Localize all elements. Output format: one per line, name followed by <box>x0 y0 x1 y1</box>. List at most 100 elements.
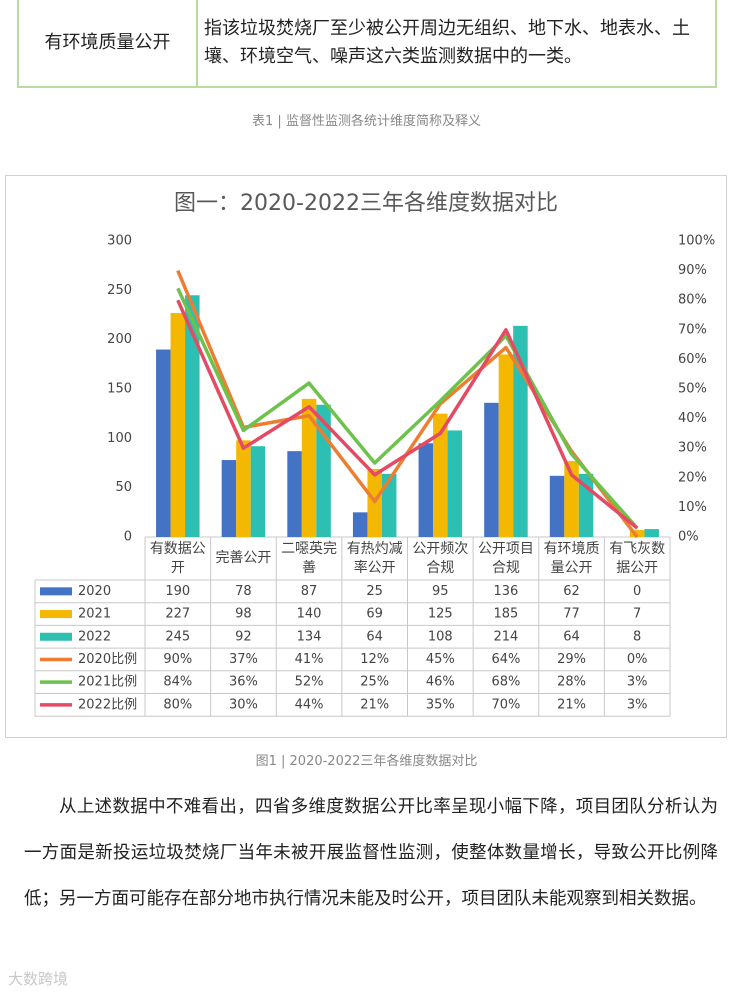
table-cell: 68% <box>491 675 520 690</box>
table-value: 指该垃圾焚烧厂至少被公开周边无组织、地下水、地表水、土壤、环境空气、噪声这六类监… <box>196 0 717 88</box>
bar <box>170 313 186 537</box>
table-cell: 84% <box>163 675 192 690</box>
table-cell: 78 <box>235 584 252 599</box>
definition-table: 有环境质量公开 指该垃圾焚烧厂至少被公开周边无组织、地下水、地表水、土壤、环境空… <box>17 0 717 88</box>
table-cell: 64 <box>366 629 383 644</box>
table-cell: 140 <box>297 607 322 622</box>
table-cell: 25 <box>366 584 383 599</box>
table-cell: 108 <box>428 629 453 644</box>
bar <box>381 473 397 537</box>
legend-label: 2020比例 <box>78 652 137 667</box>
legend-label: 2020 <box>78 584 111 599</box>
table-cell: 245 <box>165 629 190 644</box>
x-tick-label: 有数据公开 <box>150 541 206 576</box>
table-cell: 8 <box>633 629 641 644</box>
x-tick-label: 有环境质量公开 <box>544 541 600 576</box>
bar <box>185 295 200 537</box>
table-cell: 3% <box>627 675 648 690</box>
bar <box>644 529 659 537</box>
bar <box>156 349 171 537</box>
bar <box>250 446 266 537</box>
table-cell: 21% <box>360 697 389 712</box>
y2-tick-label: 60% <box>678 352 707 367</box>
table-cell: 227 <box>165 607 190 622</box>
y-tick-label: 250 <box>107 283 132 298</box>
table-cell: 0% <box>627 652 648 667</box>
table-cell: 62 <box>563 584 580 599</box>
legend-label: 2022比例 <box>78 697 137 712</box>
table-cell: 80% <box>163 697 192 712</box>
y-tick-label: 150 <box>107 382 132 397</box>
table-cell: 136 <box>494 584 519 599</box>
figure-caption: 图1 | 2020-2022三年各维度数据对比 <box>255 754 478 769</box>
y-tick-label: 50 <box>115 480 132 495</box>
table-cell: 3% <box>627 697 648 712</box>
y2-tick-label: 0% <box>678 530 699 545</box>
table-cell: 12% <box>360 652 389 667</box>
y2-tick-label: 50% <box>678 382 707 397</box>
bar <box>352 512 368 537</box>
bar <box>433 413 448 537</box>
table-key: 有环境质量公开 <box>17 0 198 88</box>
watermark: 大数跨境 <box>8 970 69 988</box>
table-cell: 92 <box>235 629 252 644</box>
table-cell: 77 <box>563 607 580 622</box>
bar <box>301 398 317 537</box>
legend-swatch <box>40 587 72 596</box>
table-cell: 64 <box>563 629 580 644</box>
table-cell: 44% <box>295 697 324 712</box>
x-tick-label: 二噁英完善 <box>281 540 337 576</box>
bar <box>629 530 645 537</box>
table-cell: 185 <box>494 607 519 622</box>
y2-tick-label: 90% <box>678 263 707 278</box>
table-cell: 45% <box>426 652 455 667</box>
y2-tick-label: 80% <box>678 293 707 308</box>
y-tick-label: 100 <box>107 431 132 446</box>
bar <box>549 475 565 537</box>
bar <box>236 440 251 537</box>
x-tick-label: 有飞灰数据公开 <box>609 541 665 576</box>
bar <box>484 402 499 537</box>
bar <box>418 443 434 537</box>
bar <box>287 451 302 537</box>
table-cell: 64% <box>491 652 520 667</box>
x-tick-label: 有热灼减率公开 <box>347 541 403 576</box>
legend-swatch <box>40 610 72 619</box>
table-cell: 95 <box>432 584 449 599</box>
table-cell: 98 <box>235 607 252 622</box>
legend-label: 2022 <box>78 629 111 644</box>
legend-swatch <box>40 632 72 641</box>
table-cell: 52% <box>295 675 324 690</box>
bar <box>498 354 514 537</box>
table-cell: 69 <box>366 607 383 622</box>
table-cell: 190 <box>165 584 190 599</box>
table-cell: 25% <box>360 675 389 690</box>
table-cell: 125 <box>428 607 453 622</box>
y2-tick-label: 70% <box>678 322 707 337</box>
legend-label: 2021 <box>78 607 111 622</box>
chart-title: 图一：2020-2022三年各维度数据对比 <box>174 191 558 216</box>
table-cell: 30% <box>229 697 258 712</box>
table-cell: 46% <box>426 675 455 690</box>
bar <box>221 460 237 537</box>
line <box>176 299 639 530</box>
table-cell: 214 <box>494 629 519 644</box>
line <box>176 287 639 530</box>
table-cell: 21% <box>557 697 586 712</box>
table-cell: 29% <box>557 652 586 667</box>
table-cell: 28% <box>557 675 586 690</box>
legend-label: 2021比例 <box>78 675 137 690</box>
table-cell: 0 <box>633 584 641 599</box>
x-tick-label: 完善公开 <box>215 550 271 566</box>
table-cell: 35% <box>426 697 455 712</box>
y-tick-label: 0 <box>124 530 132 545</box>
table-cell: 70% <box>491 697 520 712</box>
bar <box>447 430 463 537</box>
table-cell: 37% <box>229 652 258 667</box>
bar <box>513 325 528 537</box>
table-cell: 90% <box>163 652 192 667</box>
table-cell: 36% <box>229 675 258 690</box>
chart-border <box>5 175 727 738</box>
